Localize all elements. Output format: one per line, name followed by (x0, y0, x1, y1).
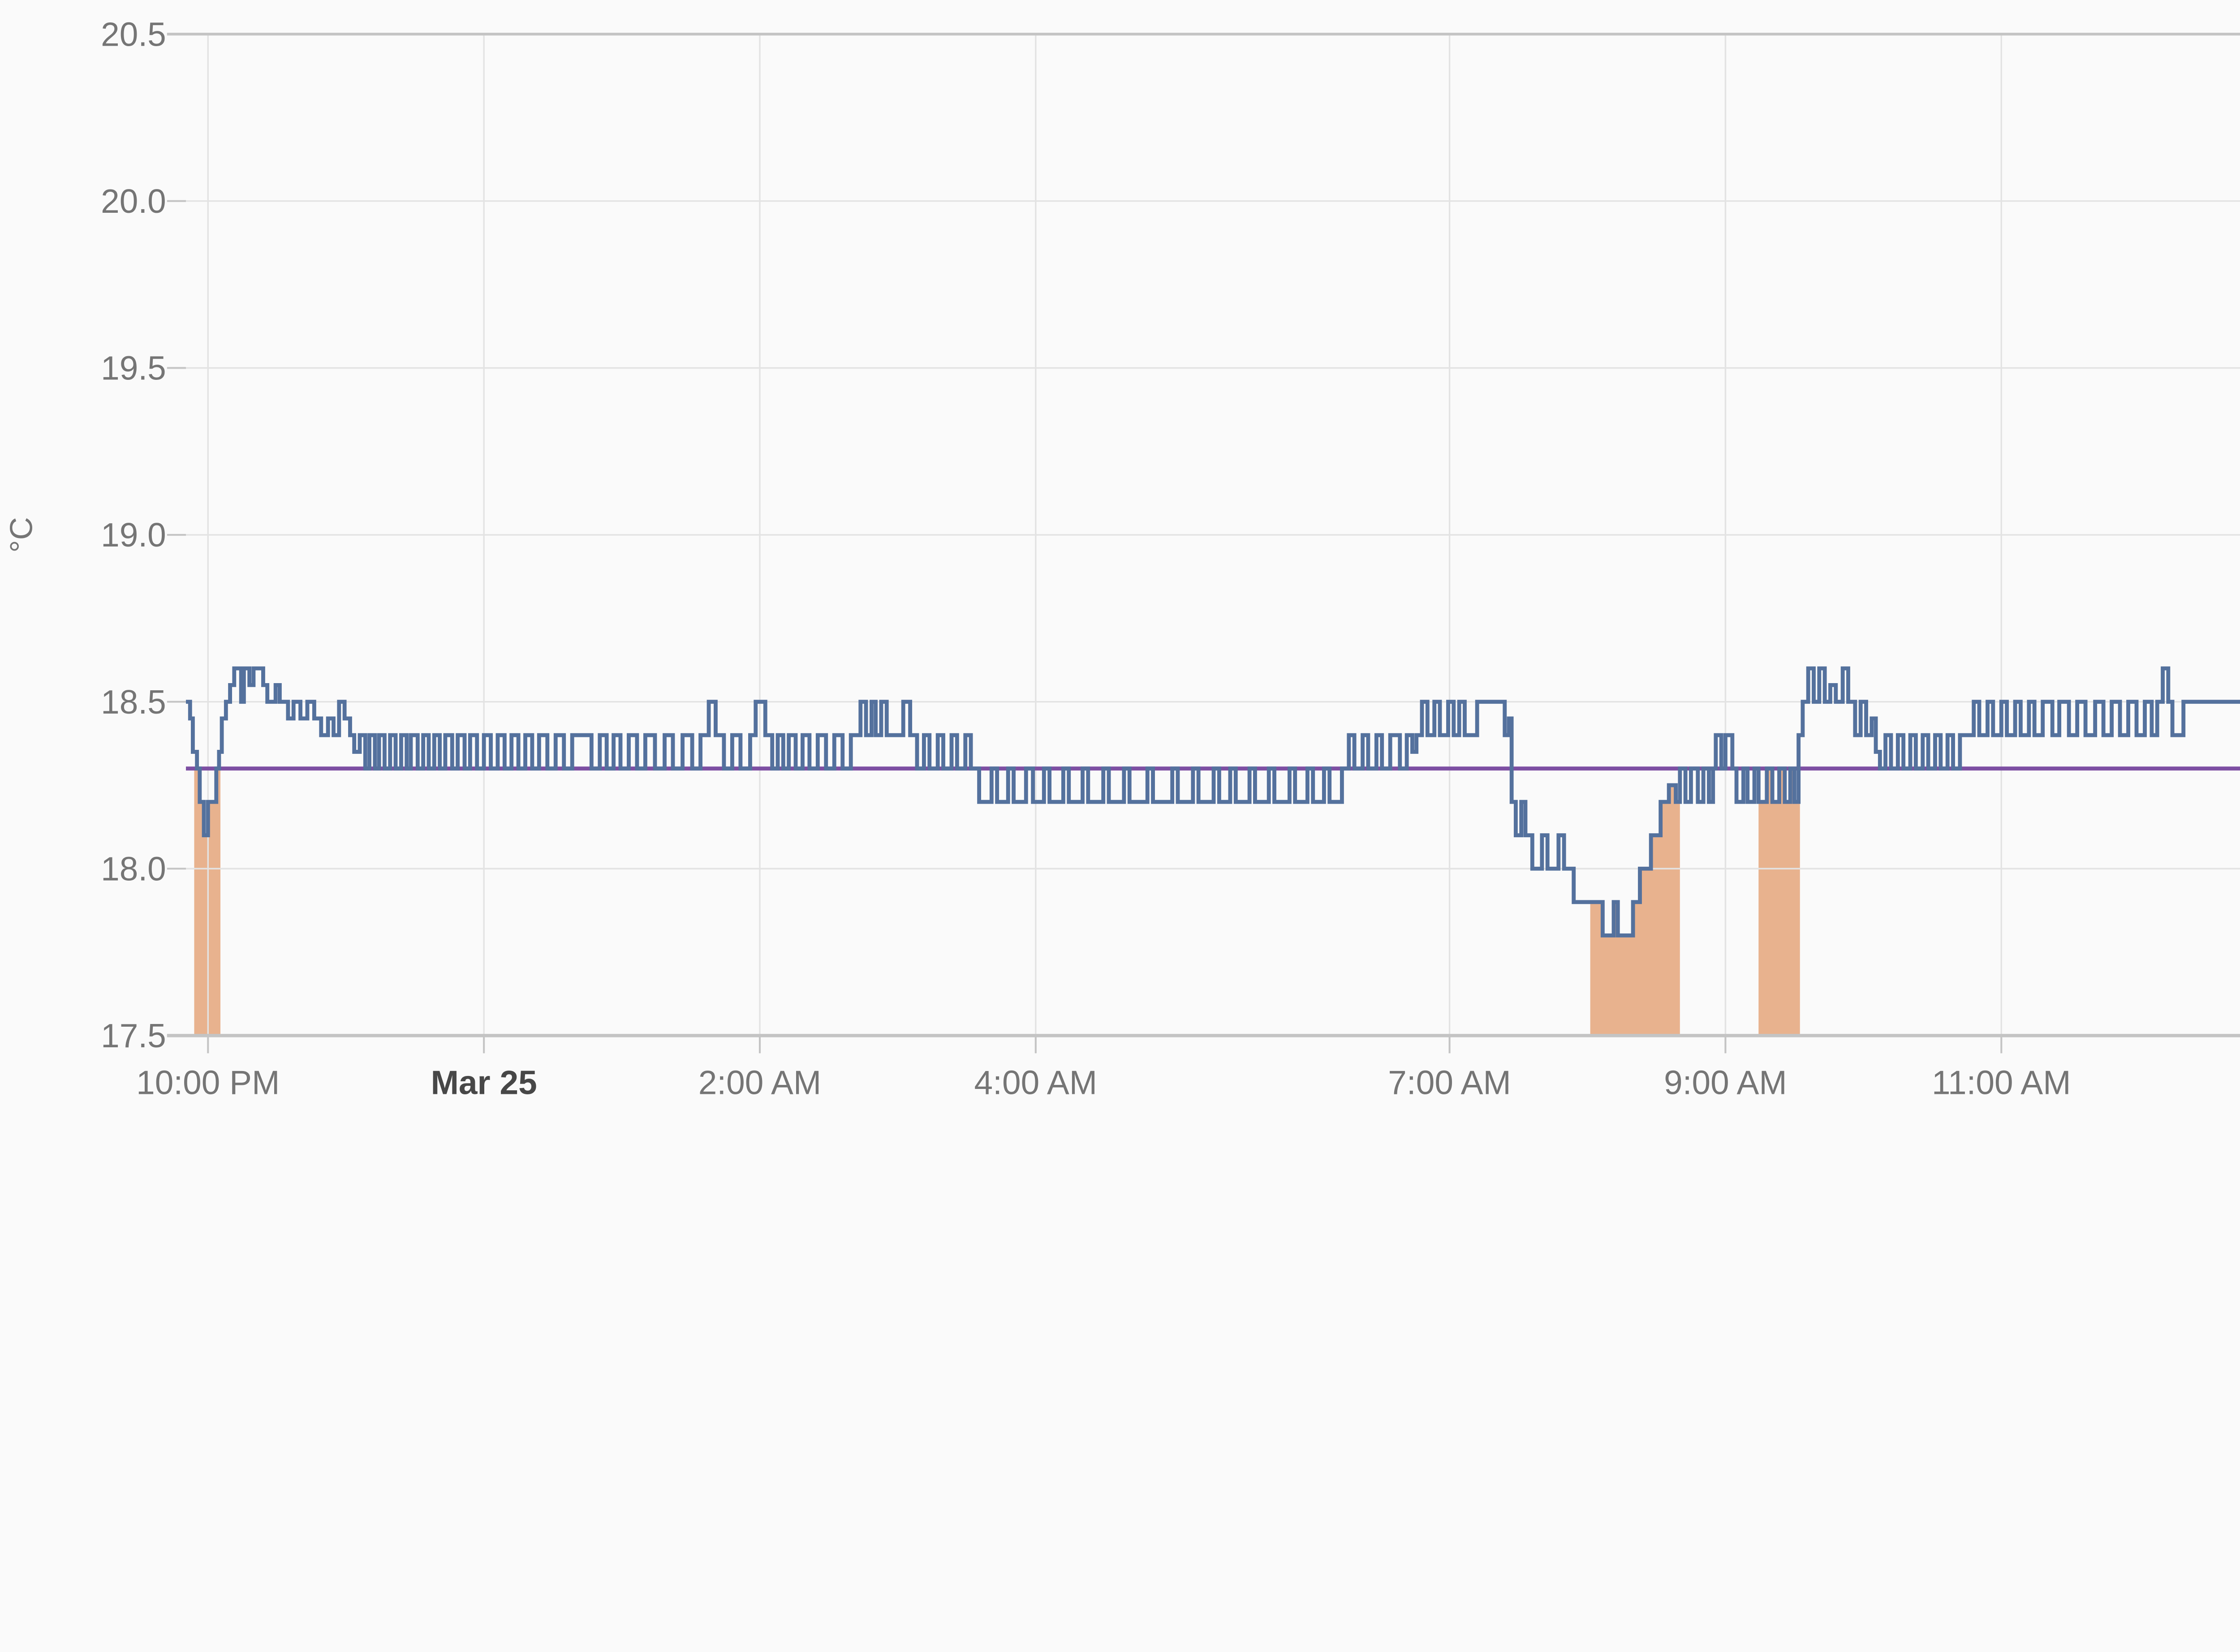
x-tick-label: 9:00 AM (1664, 1063, 1787, 1101)
temperature-history-chart[interactable]: 20.5 20.0 19.5 19.0 18.5 18.0 17.5 10:00 PM Mar … (0, 0, 2240, 1124)
grid-layer (186, 34, 2240, 1036)
y-axis-title: °C (3, 517, 39, 552)
y-tick-label: 19.0 (101, 516, 166, 554)
y-tick-label: 19.5 (101, 349, 166, 387)
heating-active-band (1590, 785, 1680, 1036)
temperature-line (186, 666, 2240, 938)
axis-labels-layer: 20.5 20.0 19.5 19.0 18.5 18.0 17.5 10:00 PM Mar … (101, 15, 2071, 1101)
axis-layer (167, 33, 2240, 1054)
heating-bands-layer (194, 768, 1800, 1036)
y-tick-label: 20.0 (101, 182, 166, 220)
x-tick-label: 7:00 AM (1388, 1063, 1511, 1101)
y-tick-label: 20.5 (101, 15, 166, 53)
x-tick-label: Mar 25 (431, 1063, 537, 1101)
x-tick-label: 2:00 AM (698, 1063, 822, 1101)
series-layer (186, 666, 2240, 938)
temperature-history-card: 20.5 20.0 19.5 19.0 18.5 18.0 17.5 10:00 PM Mar … (0, 0, 2240, 1124)
heating-active-band (1758, 768, 1800, 1036)
y-tick-label: 17.5 (101, 1017, 166, 1054)
x-tick-label: 10:00 PM (136, 1063, 280, 1101)
y-tick-label: 18.5 (101, 683, 166, 721)
x-tick-label: 11:00 AM (1932, 1063, 2071, 1101)
chart-plot-area[interactable] (186, 34, 2240, 1036)
x-tick-label: 4:00 AM (974, 1063, 1098, 1101)
y-tick-label: 18.0 (101, 850, 166, 887)
